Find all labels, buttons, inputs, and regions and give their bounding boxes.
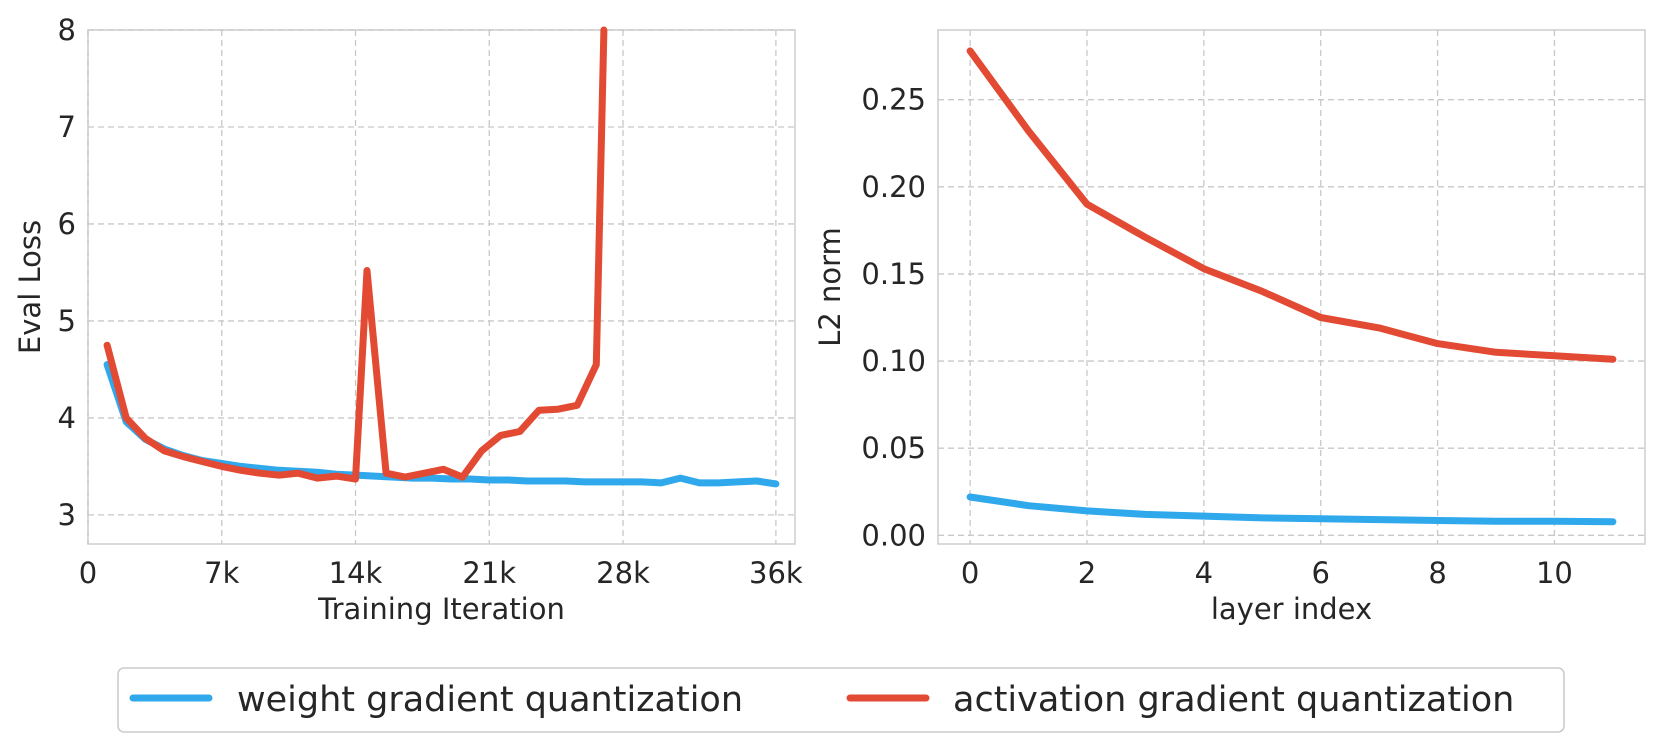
l2-norm-chart-y-tick-label: 0.05: [861, 431, 926, 465]
loss-chart-x-tick-label: 36k: [749, 556, 803, 590]
loss-chart-x-tick-label: 14k: [329, 556, 383, 590]
l2-norm-chart-panel: 0 2 4 6 8 10 0.00 0.05 0.10 0.15 0.20 0.25 layer i…: [813, 29, 1646, 626]
loss-chart-x-tick-label: 7k: [204, 556, 239, 590]
loss-chart-y-tick-label: 8: [58, 13, 76, 47]
l2-norm-chart-series-activation-gradient-quantization: [966, 47, 1617, 363]
l2-norm-chart-lines: [966, 47, 1617, 526]
l2-norm-chart-y-tick-label: 0.25: [861, 83, 926, 117]
l2-norm-chart-y-tick-label: 0.10: [861, 344, 926, 378]
loss-chart-x-tick-label: 28k: [596, 556, 650, 590]
l2-norm-chart-y-tick-label: 0.15: [861, 257, 926, 291]
l2-norm-chart-x-axis-label: layer index: [1211, 592, 1372, 626]
l2-norm-chart-x-tick-label: 0: [961, 556, 979, 590]
loss-chart-y-tick-label: 5: [58, 304, 76, 338]
l2-norm-chart-grid: [938, 30, 1645, 544]
loss-chart-x-axis-label: Training Iteration: [317, 592, 565, 626]
loss-chart-y-tick-label: 4: [58, 401, 76, 435]
l2-norm-chart-x-tick-label: 10: [1536, 556, 1573, 590]
loss-chart-series-activation-gradient-quantization: [103, 26, 608, 483]
l2-norm-chart-y-tick-label: 0.20: [861, 170, 926, 204]
l2-norm-chart-x-ticks: 0 2 4 6 8 10: [961, 556, 1573, 590]
loss-chart-lines: [103, 26, 780, 488]
loss-chart-x-ticks: 0 7k 14k 21k 28k 36k: [79, 556, 803, 590]
loss-chart-grid: [87, 29, 795, 544]
l2-norm-chart-x-tick-label: 2: [1078, 556, 1096, 590]
loss-chart-y-axis-label: Eval Loss: [13, 220, 47, 354]
legend: weight gradient quantization activation …: [117, 667, 1565, 733]
l2-norm-chart-x-tick-label: 6: [1311, 556, 1329, 590]
l2-norm-chart-series-weight-gradient-quantization: [966, 493, 1617, 526]
l2-norm-chart-x-tick-label: 4: [1195, 556, 1213, 590]
l2-norm-chart-y-axis-label: L2 norm: [813, 227, 847, 347]
loss-chart-y-tick-label: 7: [58, 110, 76, 144]
loss-chart-panel: 0 7k 14k 21k 28k 36k 3 4 5 6 7 8 Training Iteratio…: [13, 13, 803, 626]
loss-chart-x-tick-label: 21k: [462, 556, 516, 590]
l2-norm-chart-frame: [937, 29, 1646, 545]
legend-label-weight: weight gradient quantization: [237, 680, 743, 720]
loss-chart-y-ticks: 3 4 5 6 7 8: [58, 13, 76, 532]
legend-label-activation: activation gradient quantization: [953, 680, 1514, 720]
l2-norm-chart-x-tick-label: 8: [1428, 556, 1446, 590]
loss-chart-x-tick-label: 0: [79, 556, 97, 590]
legend-box: [117, 667, 1565, 733]
loss-chart-y-tick-label: 6: [58, 207, 76, 241]
l2-norm-chart-y-ticks: 0.00 0.05 0.10 0.15 0.20 0.25: [861, 83, 926, 553]
loss-chart-y-tick-label: 3: [58, 498, 76, 532]
l2-norm-chart-y-tick-label: 0.00: [861, 518, 926, 552]
